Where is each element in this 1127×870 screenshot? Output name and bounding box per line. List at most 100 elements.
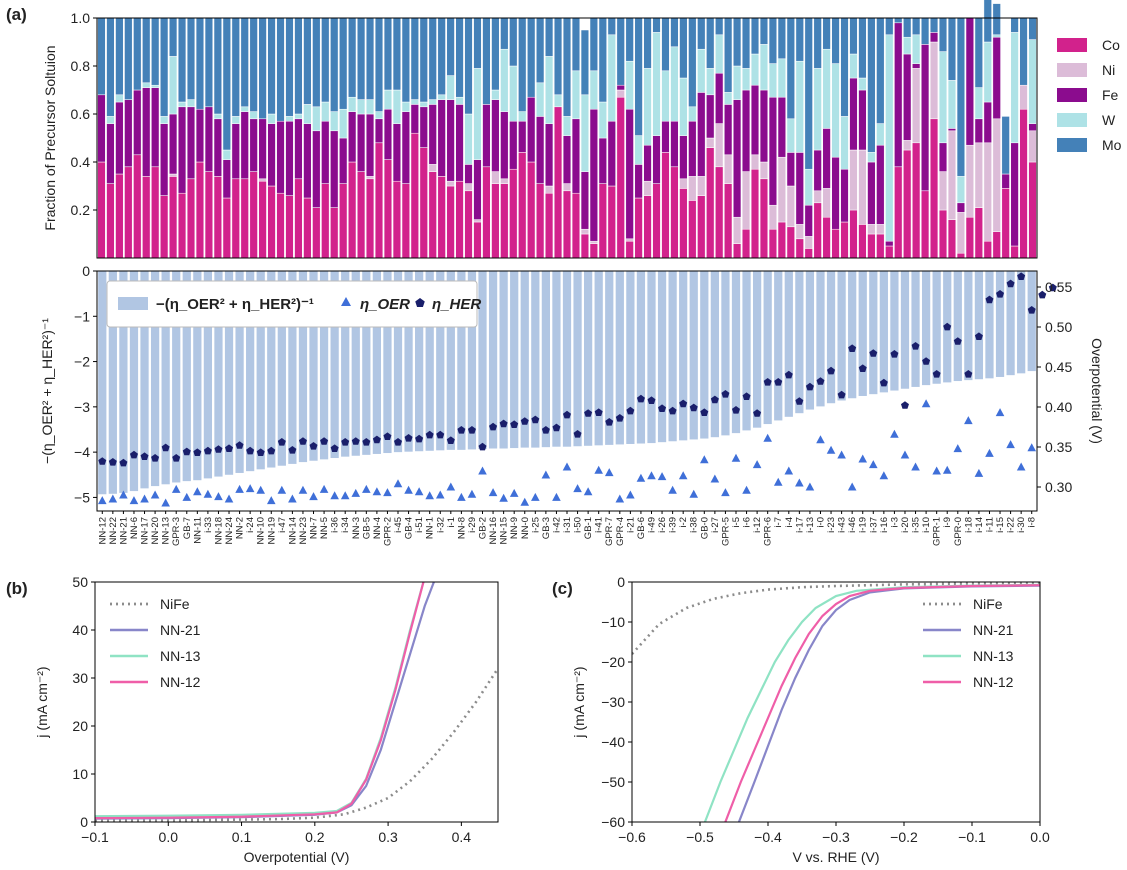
bar-inverse-sum (499, 271, 508, 449)
point-eta-her (203, 446, 212, 455)
bar-fe (643, 144, 652, 182)
bar-w (715, 34, 724, 74)
bar-mo (777, 17, 786, 60)
bar-co (652, 183, 661, 259)
bar-w (213, 113, 222, 120)
x-tick-label: 0.0 (1030, 829, 1050, 845)
bar-inverse-sum (119, 271, 128, 493)
x-tick-label: i-17 (794, 517, 805, 533)
bar-co (571, 192, 581, 259)
point-eta-her (446, 436, 455, 444)
bar-mo (616, 17, 625, 86)
y-tick-label: −60 (601, 814, 625, 830)
y-tick-label: −10 (601, 614, 625, 630)
bar-inverse-sum (890, 271, 899, 391)
x-tick-label: i-50 (573, 517, 584, 533)
legend-marker-eta-oer (341, 297, 351, 306)
point-eta-oer (763, 433, 772, 442)
y-right-axis-label: Overpotential (V) (1089, 338, 1105, 444)
point-eta-her (499, 419, 508, 428)
bar-co (527, 161, 536, 259)
x-tick-label: i-0 (815, 517, 826, 528)
bar-w (732, 65, 742, 100)
x-tick-label: GB-3 (541, 517, 552, 539)
point-eta-oer (795, 478, 804, 487)
x-tick-label: NN-0 (520, 517, 531, 539)
bar-co (186, 178, 196, 259)
bar-inverse-sum (816, 271, 825, 407)
bar-w (562, 116, 572, 136)
bar-mo (544, 17, 554, 57)
bar-fe (195, 108, 205, 163)
bar-fe (509, 120, 518, 170)
bar-inverse-sum (383, 271, 392, 454)
bar-co (231, 178, 240, 259)
bar-inverse-sum (298, 271, 308, 463)
point-eta-oer (710, 474, 720, 483)
bar-co (518, 152, 527, 259)
x-tick-label: 0.0 (159, 829, 179, 845)
bar-mo (912, 17, 921, 36)
bar-w (186, 99, 196, 108)
bar-fe (562, 135, 572, 184)
bar-inverse-sum (742, 271, 751, 431)
x-tick-label: −0.1 (81, 829, 109, 845)
bar-co (929, 118, 939, 259)
point-eta-oer (932, 466, 941, 475)
point-eta-her (436, 430, 445, 439)
bar-fe (491, 99, 500, 172)
x-tick-label: GPR-1 (932, 517, 943, 546)
bar-co (160, 195, 169, 259)
bar-w (240, 106, 249, 112)
bar-co (768, 228, 778, 259)
point-eta-her (573, 430, 582, 438)
x-tick-label: NN-23 (298, 517, 309, 544)
point-eta-her (668, 406, 677, 415)
point-eta-her (552, 423, 561, 432)
point-eta-her (489, 422, 498, 431)
bar-inverse-sum (985, 271, 994, 379)
x-tick-label: −0.2 (890, 829, 918, 845)
point-eta-her (731, 406, 740, 414)
point-eta-her (425, 430, 434, 439)
point-eta-oer (626, 490, 635, 499)
x-tick-label: i-18 (963, 517, 974, 533)
x-tick-label: GB-1 (583, 517, 594, 539)
bar-ni (849, 149, 858, 211)
bar-ni (544, 185, 554, 194)
bar-w (750, 53, 760, 86)
point-eta-her (182, 447, 191, 456)
point-eta-oer (97, 496, 107, 505)
bar-inverse-sum (1027, 271, 1036, 372)
bar-co (168, 176, 178, 259)
bar-mo (213, 17, 222, 115)
bar-inverse-sum (647, 271, 656, 444)
bar-mo (365, 17, 375, 100)
bar-mo (598, 17, 607, 103)
bar-ni (446, 180, 455, 187)
bar-co (822, 216, 831, 259)
point-eta-oer (868, 460, 878, 469)
bar-co (741, 228, 751, 259)
bar-inverse-sum (584, 271, 593, 446)
legend-label-nn-21: NN-21 (160, 622, 201, 638)
bar-mo (160, 17, 169, 117)
composition-chart: 0.2 0.4 0.6 0.8 1.0 Fraction of Precursor Sol… (42, 0, 1122, 259)
bar-co (750, 168, 760, 259)
bar-co (706, 147, 715, 259)
x-tick-label: i-20 (900, 517, 911, 533)
point-eta-her (415, 434, 424, 443)
bar-fe (598, 137, 607, 184)
point-eta-her (520, 417, 529, 425)
bar-inverse-sum (594, 271, 603, 446)
bar-mo (974, 17, 983, 88)
x-axis-label: Overpotential (V) (244, 849, 350, 865)
bar-mo (840, 17, 849, 117)
bar-inverse-sum (457, 271, 466, 450)
bar-inverse-sum (774, 271, 783, 421)
bar-inverse-sum (552, 271, 561, 447)
point-eta-her (235, 441, 244, 449)
bar-mo (867, 17, 876, 153)
bar-co (724, 183, 733, 259)
bar-ni (365, 176, 375, 180)
